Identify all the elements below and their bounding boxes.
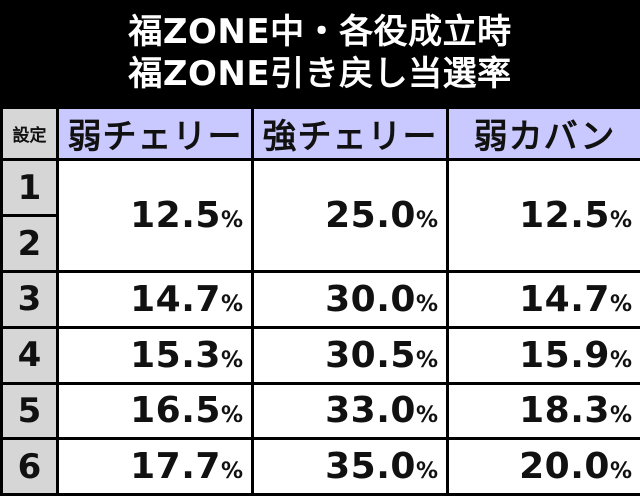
table-row: 5 16.5% 33.0% 18.3% (0, 381, 640, 441)
table-row: 6 17.7% 35.0% 20.0% (0, 437, 640, 496)
percent-sign: % (220, 403, 243, 429)
value-number: 20.0 (519, 446, 610, 488)
rates-table: 設定 弱チェリー 強チェリー 弱カバン 1 12.5% 25.0% 12.5% … (0, 106, 640, 496)
percent-sign: % (415, 459, 438, 485)
percent-sign: % (415, 403, 438, 429)
title-line-1: 福ZONE中・各役成立時 (128, 12, 512, 52)
value-number: 30.0 (325, 278, 416, 320)
value-number: 14.7 (519, 278, 610, 320)
setting-cell: 4 (0, 325, 59, 385)
percent-sign: % (609, 347, 632, 373)
percent-sign: % (415, 347, 438, 373)
value-number: 25.0 (325, 195, 416, 236)
percent-sign: % (220, 208, 243, 233)
setting-cell: 5 (0, 381, 59, 441)
title-block: 福ZONE中・各役成立時 福ZONE引き戻し当選率 (0, 0, 640, 106)
value-cell: 15.3% (56, 325, 254, 385)
value-number: 15.3 (130, 334, 221, 376)
value-number: 18.3 (519, 390, 610, 432)
value-cell: 25.0% (251, 158, 449, 273)
value-number: 14.7 (130, 278, 221, 320)
percent-sign: % (220, 291, 243, 317)
percent-sign: % (415, 208, 438, 233)
table-row: 1 12.5% 25.0% 12.5% (0, 158, 640, 273)
setting-cell: 1 (0, 158, 59, 217)
value-cell: 15.9% (446, 325, 640, 385)
percent-sign: % (415, 291, 438, 317)
table-row: 4 15.3% 30.5% 15.9% (0, 325, 640, 385)
value-cell: 30.0% (251, 270, 449, 329)
value-cell: 20.0% (446, 437, 640, 496)
header-strong-cherry: 強チェリー (251, 106, 449, 161)
percent-sign: % (609, 459, 632, 485)
value-cell: 35.0% (251, 437, 449, 496)
value-number: 30.5 (325, 334, 416, 376)
value-cell: 12.5% (446, 158, 640, 273)
percent-sign: % (609, 291, 632, 317)
value-number: 17.7 (130, 446, 221, 488)
percent-sign: % (609, 208, 632, 233)
setting-cell: 6 (0, 437, 59, 496)
table-row: 2 (0, 214, 640, 273)
header-row: 設定 弱チェリー 強チェリー 弱カバン (0, 106, 640, 161)
value-cell: 12.5% (56, 158, 254, 273)
value-cell: 14.7% (56, 270, 254, 329)
value-cell: 18.3% (446, 381, 640, 441)
setting-cell: 3 (0, 270, 59, 329)
percent-sign: % (609, 403, 632, 429)
value-cell: 14.7% (446, 270, 640, 329)
value-number: 35.0 (325, 446, 416, 488)
value-number: 16.5 (130, 390, 221, 432)
value-number: 33.0 (325, 390, 416, 432)
value-number: 12.5 (519, 195, 610, 236)
table-row: 3 14.7% 30.0% 14.7% (0, 270, 640, 329)
header-weak-cherry: 弱チェリー (56, 106, 254, 161)
value-cell: 16.5% (56, 381, 254, 441)
title-line-2: 福ZONE引き戻し当選率 (128, 54, 512, 94)
header-setting: 設定 (0, 106, 59, 161)
header-weak-bag: 弱カバン (446, 106, 640, 161)
value-cell: 33.0% (251, 381, 449, 441)
setting-cell: 2 (0, 214, 59, 273)
value-number: 15.9 (519, 334, 610, 376)
value-cell: 30.5% (251, 325, 449, 385)
value-cell: 17.7% (56, 437, 254, 496)
value-number: 12.5 (130, 195, 221, 236)
percent-sign: % (220, 459, 243, 485)
percent-sign: % (220, 347, 243, 373)
